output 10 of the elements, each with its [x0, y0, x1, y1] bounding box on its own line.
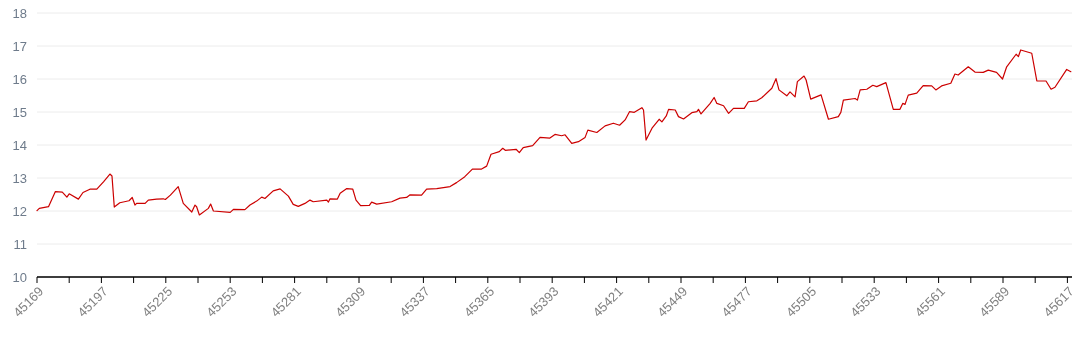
line-series	[36, 49, 1072, 216]
y-tick-label: 11	[13, 236, 27, 252]
y-tick-label: 10	[12, 269, 27, 285]
y-tick-label: 13	[12, 170, 27, 186]
y-tick-label: 16	[12, 71, 27, 87]
y-tick-label: 17	[12, 38, 27, 54]
y-tick-label: 18	[12, 5, 27, 21]
y-tick-label: 15	[12, 104, 27, 120]
y-tick-label: 14	[12, 137, 27, 153]
y-tick-label: 12	[12, 203, 27, 219]
